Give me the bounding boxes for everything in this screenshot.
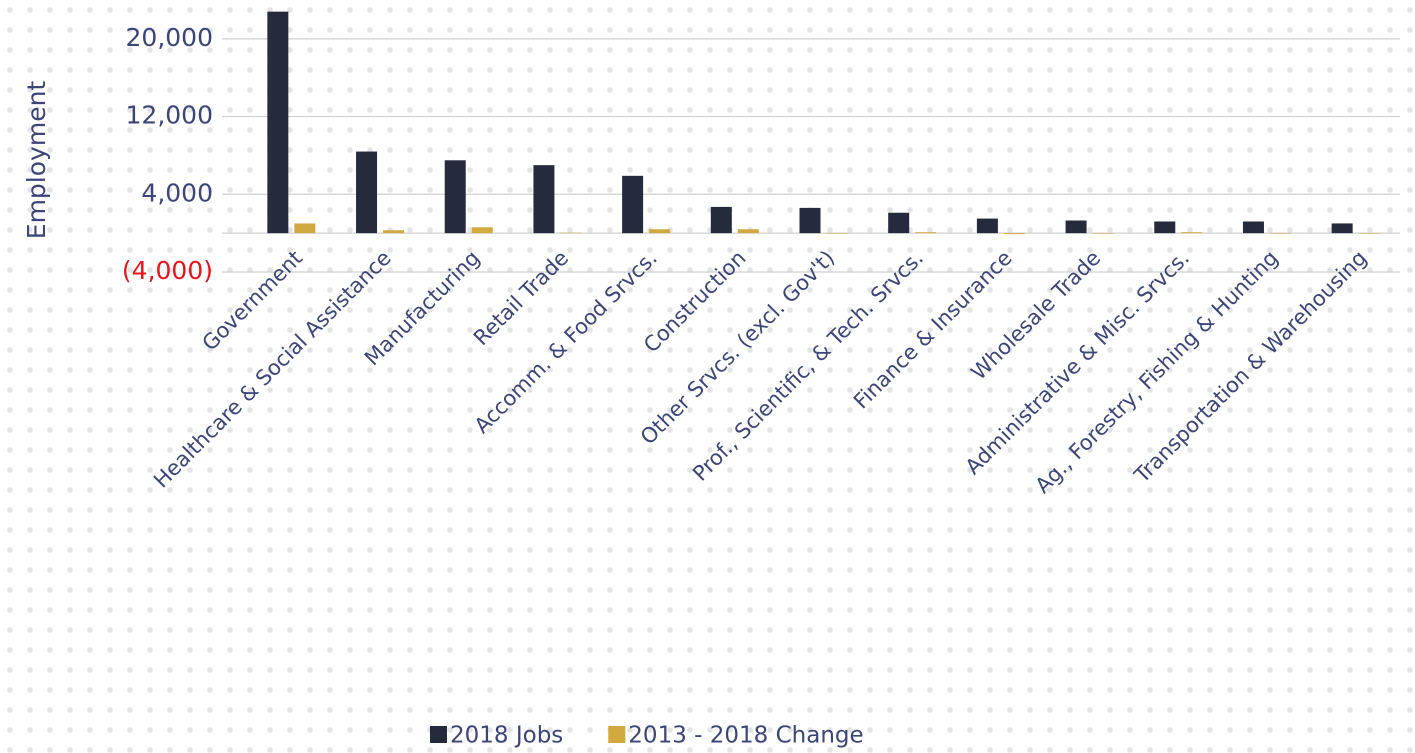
bar bbox=[1003, 233, 1025, 235]
legend-swatch bbox=[608, 726, 626, 743]
bar bbox=[915, 232, 937, 234]
bar bbox=[356, 151, 378, 234]
bar bbox=[1154, 221, 1176, 234]
bar bbox=[1242, 221, 1264, 234]
bar bbox=[1181, 232, 1203, 234]
y-tick-label: (4,000) bbox=[122, 256, 213, 285]
bar bbox=[976, 218, 998, 234]
bar bbox=[383, 230, 405, 234]
bar bbox=[1269, 233, 1291, 234]
bar bbox=[1065, 220, 1087, 234]
bar bbox=[737, 229, 759, 234]
bar bbox=[444, 160, 466, 234]
x-tick-label: Finance & Insurance bbox=[849, 246, 1017, 414]
x-tick-label: Accomm. & Food Srvcs. bbox=[470, 246, 662, 438]
y-tick-label: 12,000 bbox=[126, 101, 213, 130]
y-axis-title: Employment bbox=[22, 81, 51, 240]
bar bbox=[533, 165, 555, 234]
bar bbox=[888, 212, 910, 234]
legend-label: 2013 - 2018 Change bbox=[628, 723, 863, 749]
y-tick-label: 20,000 bbox=[126, 23, 213, 52]
y-tick-label: 4,000 bbox=[141, 178, 213, 207]
bar bbox=[622, 175, 644, 234]
legend-label: 2018 Jobs bbox=[450, 723, 563, 749]
bar bbox=[649, 229, 671, 234]
legend-swatch bbox=[430, 726, 447, 743]
bar bbox=[560, 232, 582, 234]
bar bbox=[710, 206, 732, 234]
bar bbox=[267, 11, 289, 234]
bar bbox=[1092, 233, 1114, 234]
bar bbox=[826, 233, 848, 234]
bar bbox=[1331, 223, 1353, 234]
bar bbox=[471, 227, 493, 234]
bar bbox=[799, 207, 821, 234]
bar bbox=[1358, 233, 1380, 234]
bar bbox=[294, 223, 316, 234]
